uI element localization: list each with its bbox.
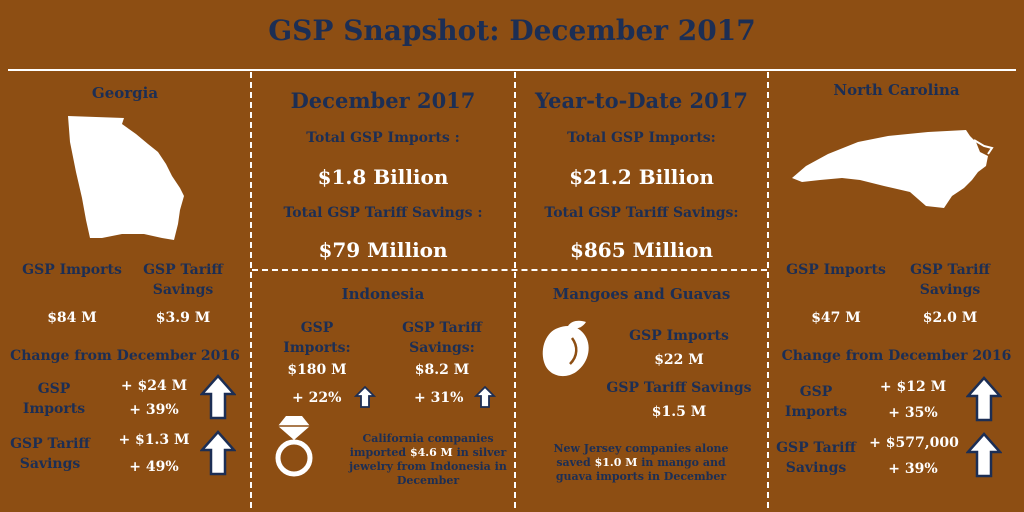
mangoes-imports-label: GSP Imports xyxy=(629,328,729,344)
georgia-change-imports-pct: + 39% xyxy=(129,402,179,418)
georgia-title: Georgia xyxy=(91,84,159,102)
mango-icon xyxy=(542,320,589,377)
north-carolina-map-icon xyxy=(792,130,994,208)
north-carolina-change-savings-label: GSP Tariff Savings xyxy=(776,440,856,476)
mangoes-heading: Mangoes and Guavas xyxy=(552,285,731,303)
georgia-map-icon xyxy=(68,116,184,240)
indonesia-note: California companies imported $4.6 M in … xyxy=(349,432,507,487)
up-arrow-icon xyxy=(966,376,1002,422)
north-carolina-title: North Carolina xyxy=(833,81,960,99)
north-carolina-change-title: Change from December 2016 xyxy=(781,348,1012,364)
mangoes-savings-value: $1.5 M xyxy=(651,404,707,420)
georgia-change-title: Change from December 2016 xyxy=(10,348,240,364)
december-heading: December 2017 xyxy=(290,88,476,113)
indonesia-savings-value: $8.2 M xyxy=(414,362,470,378)
up-arrow-icon xyxy=(474,386,496,408)
georgia-change-imports-label: GSP Imports xyxy=(22,381,86,417)
north-carolina-imports-value: $47 M xyxy=(811,310,861,326)
up-arrow-icon xyxy=(354,386,376,408)
georgia-imports-label: GSP Imports xyxy=(22,262,122,278)
column-divider-3 xyxy=(767,72,769,508)
ytd-savings-value: $865 Million xyxy=(569,238,714,262)
north-carolina-imports-label: GSP Imports xyxy=(786,262,886,278)
column-divider-1 xyxy=(250,72,252,508)
indonesia-imports-change: + 22% xyxy=(292,390,342,406)
mangoes-savings-label: GSP Tariff Savings xyxy=(606,380,752,396)
december-imports-label: Total GSP Imports : xyxy=(306,130,460,146)
up-arrow-icon xyxy=(200,430,236,476)
north-carolina-change-imports-abs: + $12 M xyxy=(879,379,947,395)
georgia-change-savings-abs: + $1.3 M xyxy=(118,432,190,448)
december-imports-value: $1.8 Billion xyxy=(317,165,449,189)
north-carolina-change-imports-pct: + 35% xyxy=(888,405,938,421)
column-divider-2 xyxy=(514,72,516,508)
indonesia-heading: Indonesia xyxy=(341,285,425,303)
ytd-heading: Year-to-Date 2017 xyxy=(535,88,748,113)
north-carolina-change-savings-abs: + $577,000 xyxy=(869,435,959,451)
north-carolina-change-savings-pct: + 39% xyxy=(888,461,938,477)
ytd-imports-label: Total GSP Imports: xyxy=(567,130,716,146)
north-carolina-savings-value: $2.0 M xyxy=(922,310,978,326)
ytd-savings-label: Total GSP Tariff Savings: xyxy=(544,205,739,221)
indonesia-imports-label: GSP Imports: xyxy=(283,320,351,356)
georgia-change-savings-pct: + 49% xyxy=(129,459,179,475)
ytd-imports-value: $21.2 Billion xyxy=(569,165,714,189)
mangoes-imports-value: $22 M xyxy=(654,352,704,368)
georgia-change-imports-abs: + $24 M xyxy=(120,378,188,394)
up-arrow-icon xyxy=(200,374,236,420)
georgia-savings-value: $3.9 M xyxy=(155,310,211,326)
north-carolina-change-imports-label: GSP Imports xyxy=(784,384,848,420)
georgia-change-savings-label: GSP Tariff Savings xyxy=(10,436,90,472)
north-carolina-savings-label: GSP Tariff Savings xyxy=(910,262,990,298)
indonesia-savings-label: GSP Tariff Savings: xyxy=(402,320,482,356)
indonesia-imports-value: $180 M xyxy=(287,362,347,378)
december-savings-value: $79 Million xyxy=(318,238,448,262)
mangoes-note: New Jersey companies alone saved $1.0 M … xyxy=(553,442,729,483)
page-title: GSP Snapshot: December 2017 xyxy=(268,14,756,47)
ring-icon xyxy=(275,416,313,477)
georgia-savings-label: GSP Tariff Savings xyxy=(143,262,223,298)
indonesia-savings-change: + 31% xyxy=(414,390,464,406)
row-divider xyxy=(252,269,767,271)
up-arrow-icon xyxy=(966,432,1002,478)
december-savings-label: Total GSP Tariff Savings : xyxy=(283,205,483,221)
title-divider xyxy=(8,69,1016,71)
georgia-imports-value: $84 M xyxy=(47,310,97,326)
